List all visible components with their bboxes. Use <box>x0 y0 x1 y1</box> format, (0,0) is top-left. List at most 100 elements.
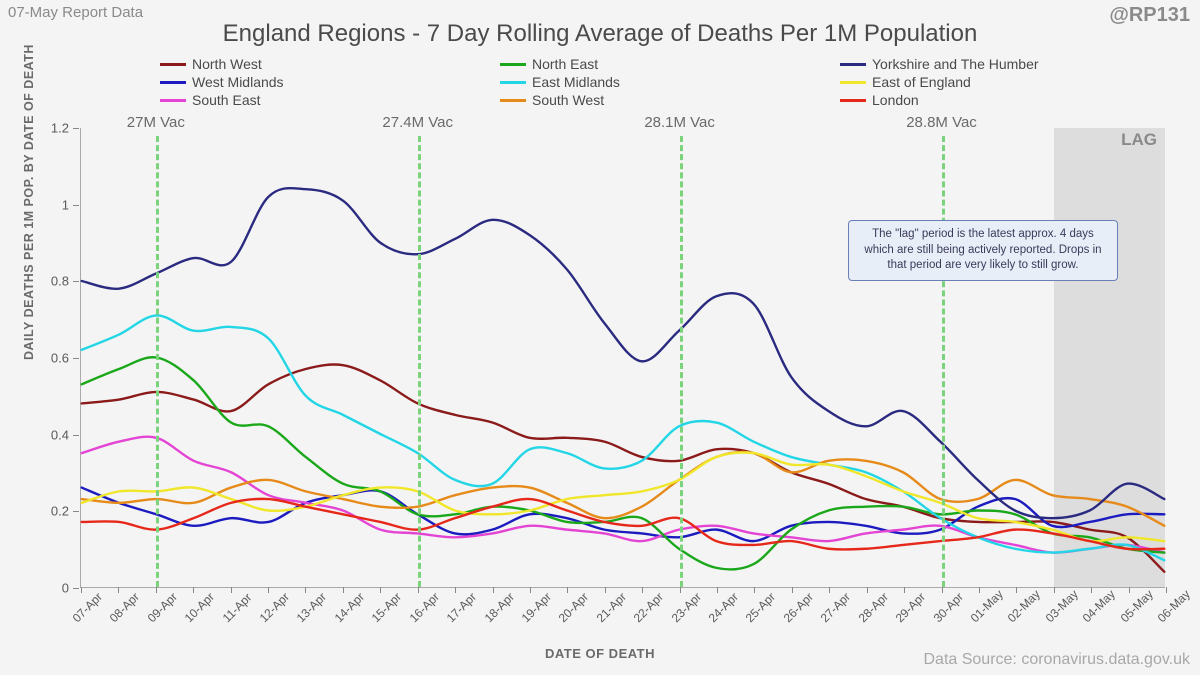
vaccination-marker-label: 27.4M Vac <box>382 114 453 131</box>
x-tick-label: 02-May <box>1005 587 1043 625</box>
x-tick-label: 09-Apr <box>144 590 179 625</box>
legend-label: East Midlands <box>532 74 620 90</box>
x-tick-label: 24-Apr <box>706 590 741 625</box>
legend-swatch <box>500 99 526 102</box>
x-tick-label: 19-Apr <box>519 590 554 625</box>
x-tick-label: 12-Apr <box>257 590 292 625</box>
vaccination-marker-line <box>156 136 159 587</box>
x-tick-label: 27-Apr <box>818 590 853 625</box>
x-tick-label: 23-Apr <box>668 590 703 625</box>
x-tick <box>380 587 381 593</box>
legend-swatch <box>840 99 866 102</box>
legend-item: North West <box>160 56 480 72</box>
legend-label: South East <box>192 92 261 108</box>
legend-label: North West <box>192 56 262 72</box>
legend-item: Yorkshire and The Humber <box>840 56 1160 72</box>
x-tick <box>567 587 568 593</box>
legend-swatch <box>840 81 866 84</box>
report-date-label: 07-May Report Data <box>8 4 143 21</box>
x-tick-label: 11-Apr <box>219 590 254 625</box>
x-tick <box>118 587 119 593</box>
x-tick-label: 04-May <box>1080 587 1118 625</box>
x-tick-label: 20-Apr <box>556 590 591 625</box>
y-tick-label: 0.8 <box>51 274 81 289</box>
legend-swatch <box>500 81 526 84</box>
x-tick-label: 18-Apr <box>481 590 516 625</box>
x-tick-label: 14-Apr <box>332 590 367 625</box>
chart-title: England Regions - 7 Day Rolling Average … <box>0 20 1200 48</box>
x-tick <box>193 587 194 593</box>
vaccination-marker-label: 27M Vac <box>127 114 185 131</box>
legend-swatch <box>160 99 186 102</box>
x-tick <box>493 587 494 593</box>
legend-item: North East <box>500 56 820 72</box>
x-tick <box>156 587 157 593</box>
x-tick <box>268 587 269 593</box>
x-tick <box>680 587 681 593</box>
x-tick-label: 26-Apr <box>781 590 816 625</box>
legend-item: West Midlands <box>160 74 480 90</box>
x-tick <box>81 587 82 593</box>
x-tick-label: 16-Apr <box>406 590 441 625</box>
x-tick <box>867 587 868 593</box>
legend-item: East Midlands <box>500 74 820 90</box>
x-tick <box>455 587 456 593</box>
x-tick <box>1129 587 1130 593</box>
y-tick-label: 1.2 <box>51 121 81 136</box>
x-tick <box>642 587 643 593</box>
x-tick-label: 25-Apr <box>743 590 778 625</box>
x-tick <box>605 587 606 593</box>
x-tick-label: 29-Apr <box>893 590 928 625</box>
y-tick-label: 0.2 <box>51 504 81 519</box>
x-tick <box>792 587 793 593</box>
legend-item: South East <box>160 92 480 108</box>
chart-plot-area: LAG 00.20.40.60.811.207-Apr08-Apr09-Apr1… <box>80 128 1165 588</box>
x-tick-label: 01-May <box>968 587 1006 625</box>
legend-label: South West <box>532 92 604 108</box>
vaccination-marker-line <box>942 136 945 587</box>
x-tick <box>530 587 531 593</box>
y-tick-label: 0.6 <box>51 351 81 366</box>
y-axis-title: DAILY DEATHS PER 1M POP. BY DATE OF DEAT… <box>22 44 36 360</box>
legend-swatch <box>840 63 866 66</box>
x-tick <box>343 587 344 593</box>
x-tick <box>1016 587 1017 593</box>
legend-swatch <box>500 63 526 66</box>
chart-line-layer <box>81 128 1165 587</box>
x-tick <box>1091 587 1092 593</box>
legend-label: East of England <box>872 74 971 90</box>
x-tick <box>1054 587 1055 593</box>
series-line <box>82 452 1165 526</box>
x-tick-label: 21-Apr <box>593 590 628 625</box>
legend-label: London <box>872 92 919 108</box>
x-tick-label: 13-Apr <box>294 590 329 625</box>
x-tick-label: 28-Apr <box>855 590 890 625</box>
legend-label: North East <box>532 56 598 72</box>
x-tick-label: 03-May <box>1042 587 1080 625</box>
x-tick-label: 22-Apr <box>631 590 666 625</box>
vaccination-marker-label: 28.1M Vac <box>644 114 715 131</box>
series-line <box>82 315 1165 560</box>
x-tick-label: 15-Apr <box>369 590 404 625</box>
vaccination-marker-line <box>680 136 683 587</box>
x-tick <box>418 587 419 593</box>
lag-explanation-tooltip: The "lag" period is the latest approx. 4… <box>848 220 1118 281</box>
x-tick <box>829 587 830 593</box>
vaccination-marker-line <box>418 136 421 587</box>
x-tick <box>754 587 755 593</box>
legend-item: South West <box>500 92 820 108</box>
y-tick-label: 0.4 <box>51 427 81 442</box>
x-tick-label: 05-May <box>1117 587 1155 625</box>
data-source-label: Data Source: coronavirus.data.gov.uk <box>923 651 1190 669</box>
x-tick-label: 30-Apr <box>930 590 965 625</box>
legend-swatch <box>160 81 186 84</box>
x-tick <box>904 587 905 593</box>
x-tick <box>231 587 232 593</box>
x-tick-label: 17-Apr <box>444 590 479 625</box>
y-tick-label: 1 <box>62 197 81 212</box>
x-tick-label: 08-Apr <box>107 590 142 625</box>
y-tick-label: 0 <box>62 581 81 596</box>
x-tick-label: 10-Apr <box>182 590 217 625</box>
x-tick <box>305 587 306 593</box>
legend-item: East of England <box>840 74 1160 90</box>
